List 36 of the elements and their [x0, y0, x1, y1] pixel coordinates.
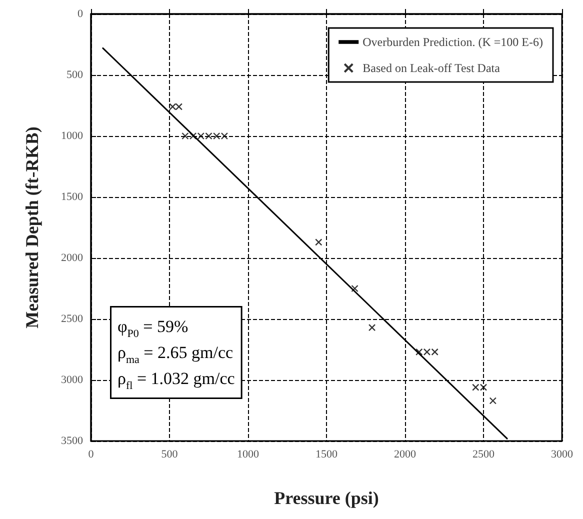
point — [197, 132, 204, 140]
y-tick-label: 1000 — [61, 130, 84, 142]
x-tick-label: 1500 — [316, 448, 338, 460]
y-tick-label: 2500 — [61, 313, 84, 325]
point — [189, 132, 197, 140]
y-tick-label: 1500 — [61, 191, 84, 203]
y-tick-label: 3500 — [61, 435, 84, 447]
point — [315, 238, 322, 246]
x-tick-label: 3000 — [551, 448, 574, 460]
point — [205, 132, 212, 140]
point — [489, 397, 497, 404]
x-tick-label: 2500 — [472, 448, 495, 460]
y-tick-label: 0 — [78, 8, 84, 20]
point — [423, 348, 431, 356]
x-tick-label: 0 — [88, 448, 94, 460]
point — [213, 132, 220, 140]
x-tick-label: 500 — [161, 448, 178, 460]
y-tick-label: 500 — [66, 69, 84, 81]
point — [182, 132, 189, 140]
point — [472, 384, 480, 391]
point — [431, 348, 438, 356]
legend-label: Based on Leak-off Test Data — [362, 61, 501, 75]
x-axis-title: Pressure (psi) — [274, 488, 379, 508]
point — [351, 284, 358, 292]
legend-label: Overburden Prediction. (K =100 E-6) — [362, 35, 544, 49]
x-tick-label: 1000 — [237, 448, 260, 460]
x-tick-label: 2000 — [394, 448, 416, 460]
point — [416, 348, 423, 356]
y-tick-label: 3000 — [61, 374, 84, 386]
point — [480, 384, 488, 391]
point — [220, 132, 228, 140]
y-axis-title: Measured Depth (ft-RKB) — [22, 126, 42, 328]
point — [368, 324, 376, 332]
y-tick-label: 2000 — [61, 252, 84, 264]
point — [169, 103, 176, 110]
point — [175, 103, 183, 110]
